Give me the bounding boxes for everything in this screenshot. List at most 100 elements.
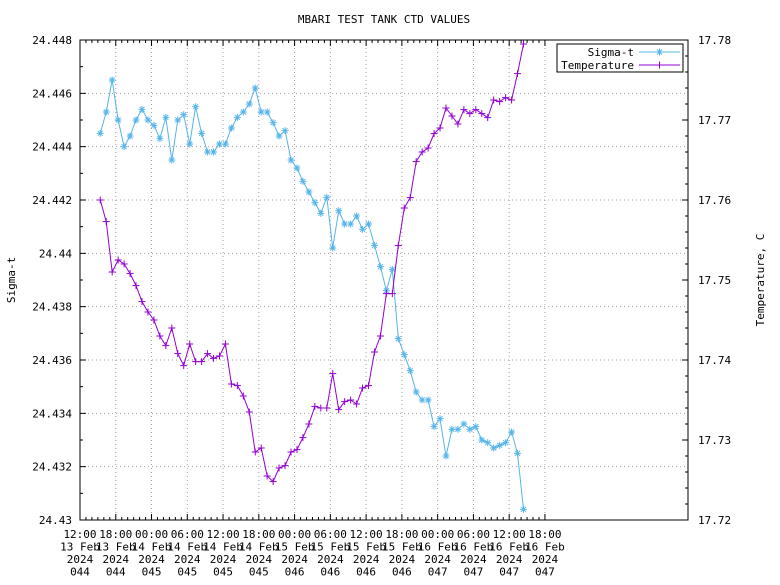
- y-tick-label: 24.43: [39, 514, 72, 527]
- data-point-temperature: [335, 406, 343, 414]
- data-point-temperature: [454, 120, 462, 128]
- data-point-temperature: [394, 242, 402, 250]
- data-point-temperature: [448, 112, 456, 120]
- x-tick-label: 14 Feb: [167, 541, 207, 554]
- data-point-sigma-t: [174, 116, 182, 124]
- data-point-temperature: [466, 110, 474, 118]
- data-point-temperature: [424, 144, 432, 152]
- data-point-sigma-t: [418, 396, 426, 404]
- data-point-sigma-t: [156, 135, 164, 143]
- x-tick-label: 046: [285, 566, 305, 579]
- data-point-temperature: [496, 98, 504, 106]
- data-point-sigma-t: [239, 108, 247, 116]
- data-point-sigma-t: [353, 212, 361, 220]
- y-tick-label: 24.448: [32, 34, 72, 47]
- data-point-sigma-t: [180, 111, 188, 119]
- data-point-temperature: [430, 130, 438, 138]
- data-point-sigma-t: [329, 244, 337, 252]
- legend: Sigma-t Temperature: [556, 43, 684, 73]
- x-tick-label: 15 Feb: [382, 541, 422, 554]
- data-point-temperature: [347, 396, 355, 404]
- y2-tick-label: 17.77: [698, 114, 731, 127]
- data-point-temperature: [162, 342, 170, 350]
- data-point-temperature: [287, 448, 295, 456]
- data-point-sigma-t: [376, 263, 384, 271]
- data-point-sigma-t: [144, 116, 152, 124]
- data-point-sigma-t: [341, 220, 349, 228]
- data-point-sigma-t: [257, 108, 265, 116]
- y-tick-label: 24.44: [39, 247, 72, 260]
- data-point-sigma-t: [138, 105, 146, 113]
- data-point-temperature: [186, 340, 194, 348]
- plot-frame: [79, 39, 689, 521]
- data-point-sigma-t: [186, 140, 194, 148]
- x-tick-label: 2024: [496, 553, 523, 566]
- y-tick-label: 24.442: [32, 194, 72, 207]
- data-point-sigma-t: [430, 423, 438, 431]
- data-point-sigma-t: [436, 415, 444, 423]
- data-point-temperature: [418, 148, 426, 156]
- x-tick-label: 00:00: [421, 528, 454, 541]
- data-point-sigma-t: [120, 143, 128, 151]
- x-tick-label: 14 Feb: [203, 541, 243, 554]
- data-point-temperature: [400, 204, 408, 212]
- x-tick-label: 2024: [174, 553, 201, 566]
- x-tick-label: 045: [213, 566, 233, 579]
- data-point-sigma-t: [210, 148, 218, 156]
- y2-axis-label: Temperature, C: [754, 234, 767, 327]
- data-point-sigma-t: [424, 396, 432, 404]
- data-point-temperature: [514, 70, 522, 78]
- x-tick-label: 046: [392, 566, 412, 579]
- data-point-sigma-t: [281, 127, 289, 135]
- data-point-temperature: [126, 270, 134, 278]
- data-point-sigma-t: [394, 335, 402, 343]
- x-tick-label: 06:00: [171, 528, 204, 541]
- data-point-temperature: [168, 324, 176, 332]
- y2-tick-label: 17.72: [698, 514, 731, 527]
- data-point-sigma-t: [233, 113, 241, 121]
- data-point-sigma-t: [287, 156, 295, 164]
- data-point-sigma-t: [335, 207, 343, 215]
- data-point-temperature: [263, 472, 271, 480]
- x-tick-label: 044: [70, 566, 90, 579]
- x-tick-label: 14 Feb: [239, 541, 279, 554]
- data-point-sigma-t: [215, 140, 223, 148]
- data-point-temperature: [436, 124, 444, 132]
- data-point-sigma-t: [412, 388, 420, 396]
- x-tick-label: 2024: [424, 553, 451, 566]
- x-tick-label: 00:00: [278, 528, 311, 541]
- series-line-temperature: [99, 43, 524, 483]
- data-point-temperature: [382, 290, 390, 298]
- data-point-sigma-t: [317, 209, 325, 217]
- legend-marker-sigma-t: [656, 48, 663, 56]
- data-point-temperature: [519, 40, 527, 48]
- data-point-sigma-t: [359, 225, 367, 233]
- data-point-temperature: [180, 362, 188, 370]
- x-tick-label: 2024: [246, 553, 273, 566]
- x-tick-label: 00:00: [135, 528, 168, 541]
- x-tick-label: 047: [499, 566, 519, 579]
- data-point-sigma-t: [490, 444, 498, 452]
- grid-lines: [80, 40, 688, 520]
- data-point-temperature: [251, 448, 259, 456]
- data-point-temperature: [120, 260, 128, 268]
- data-point-temperature: [341, 398, 349, 406]
- data-point-sigma-t: [275, 132, 283, 140]
- x-tick-label: 2024: [353, 553, 380, 566]
- data-point-sigma-t: [442, 452, 450, 460]
- x-tick-label: 2024: [317, 553, 344, 566]
- x-tick-label: 2024: [460, 553, 487, 566]
- data-point-sigma-t: [126, 132, 134, 140]
- data-point-temperature: [376, 332, 384, 340]
- data-point-temperature: [132, 282, 140, 290]
- y2-tick-label: 17.78: [698, 34, 731, 47]
- x-tick-label: 047: [535, 566, 555, 579]
- data-point-temperature: [472, 106, 480, 114]
- data-point-sigma-t: [454, 425, 462, 433]
- data-point-sigma-t: [293, 164, 301, 172]
- data-point-temperature: [204, 350, 212, 358]
- data-point-sigma-t: [102, 108, 110, 116]
- y-tick-label: 24.432: [32, 461, 72, 474]
- data-point-sigma-t: [245, 100, 253, 108]
